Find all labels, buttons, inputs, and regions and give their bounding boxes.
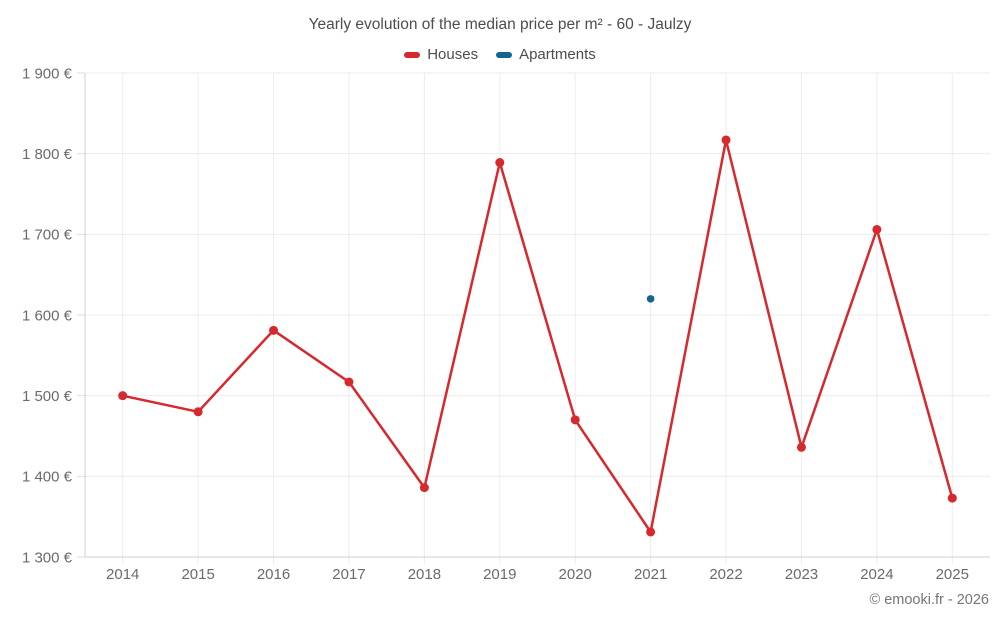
data-point-houses-2018[interactable] bbox=[419, 483, 429, 493]
data-point-houses-2019[interactable] bbox=[495, 158, 505, 168]
copyright-notice: © emooki.fr - 2026 bbox=[869, 592, 989, 608]
y-axis-tick-label: 1 700 € bbox=[22, 227, 73, 244]
x-axis-tick-label: 2015 bbox=[181, 566, 214, 583]
series-line-houses bbox=[122, 138, 954, 534]
x-axis-tick-label: 2024 bbox=[860, 566, 893, 583]
legend-label-apartments: Apartments bbox=[519, 46, 596, 63]
legend-item-houses[interactable]: Houses bbox=[404, 46, 478, 63]
x-axis-tick-label: 2019 bbox=[483, 566, 516, 583]
data-point-houses-2017[interactable] bbox=[344, 377, 354, 387]
y-axis-tick-label: 1 300 € bbox=[22, 549, 73, 566]
chart-title: Yearly evolution of the median price per… bbox=[308, 16, 692, 33]
y-axis-tick-label: 1 500 € bbox=[22, 388, 73, 405]
data-point-houses-2020[interactable] bbox=[570, 415, 580, 425]
x-axis-tick-label: 2017 bbox=[332, 566, 365, 583]
legend-label-houses: Houses bbox=[427, 46, 479, 63]
x-axis-tick-label: 2016 bbox=[257, 566, 290, 583]
chart-legend: Houses Apartments bbox=[0, 46, 1000, 63]
data-point-houses-2024[interactable] bbox=[872, 224, 882, 234]
data-point-houses-2016[interactable] bbox=[269, 325, 279, 335]
data-point-houses-2014[interactable] bbox=[118, 391, 128, 401]
x-axis-tick-label: 2022 bbox=[709, 566, 742, 583]
data-point-houses-2022[interactable] bbox=[721, 135, 731, 145]
data-point-houses-2021[interactable] bbox=[646, 527, 656, 537]
houses-series-swatch-icon bbox=[404, 51, 421, 58]
x-axis-tick-label: 2025 bbox=[936, 566, 969, 583]
apartments-series-swatch-icon bbox=[496, 51, 513, 58]
y-axis-tick-label: 1 400 € bbox=[22, 469, 73, 486]
x-axis-tick-label: 2021 bbox=[634, 566, 667, 583]
x-axis-tick-label: 2023 bbox=[785, 566, 818, 583]
legend-item-apartments[interactable]: Apartments bbox=[496, 46, 596, 63]
data-point-houses-2015[interactable] bbox=[193, 407, 203, 417]
x-axis-tick-label: 2018 bbox=[408, 566, 441, 583]
x-axis-tick-label: 2014 bbox=[106, 566, 139, 583]
data-point-apartments-2021[interactable] bbox=[646, 295, 655, 303]
y-axis-tick-label: 1 900 € bbox=[22, 65, 73, 82]
data-point-houses-2025[interactable] bbox=[947, 493, 957, 503]
x-axis-tick-label: 2020 bbox=[559, 566, 592, 583]
y-axis-tick-label: 1 600 € bbox=[22, 307, 73, 324]
y-axis-tick-label: 1 800 € bbox=[22, 146, 73, 163]
data-point-houses-2023[interactable] bbox=[796, 442, 806, 452]
